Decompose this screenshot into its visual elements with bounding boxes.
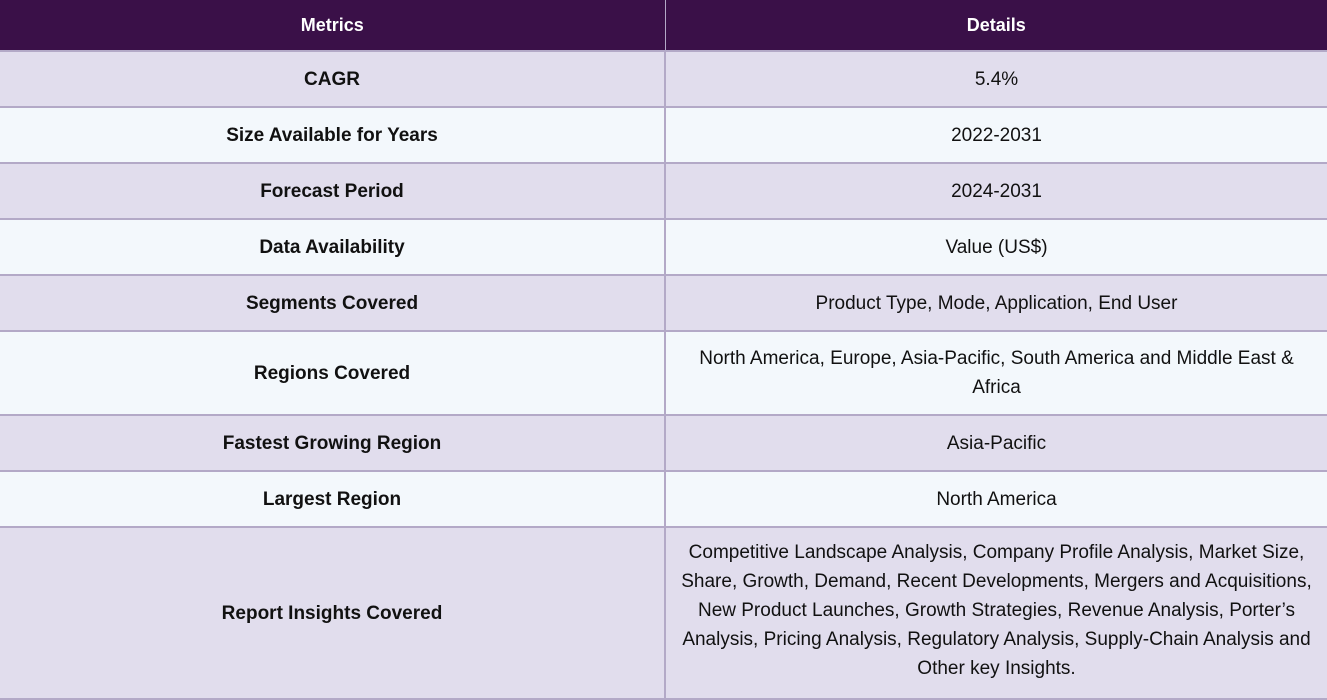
detail-cell: Product Type, Mode, Application, End Use… [665,275,1327,332]
header-metrics: Metrics [0,0,666,52]
metric-cell: Largest Region [0,471,666,528]
table-row: Data Availability Value (US$) [0,219,1327,276]
detail-cell: Value (US$) [665,219,1327,276]
table-row: Fastest Growing Region Asia-Pacific [0,415,1327,472]
metric-cell: Report Insights Covered [0,527,666,700]
table-row: Size Available for Years 2022-2031 [0,107,1327,164]
metric-cell: CAGR [0,51,666,108]
table-row: Largest Region North America [0,471,1327,528]
detail-cell: North America [665,471,1327,528]
table-header-row: Metrics Details [0,0,1327,52]
table-row: Report Insights Covered Competitive Land… [0,527,1327,700]
metric-cell: Data Availability [0,219,666,276]
table-row: Segments Covered Product Type, Mode, App… [0,275,1327,332]
metric-cell: Fastest Growing Region [0,415,666,472]
detail-cell: Asia-Pacific [665,415,1327,472]
detail-cell: Competitive Landscape Analysis, Company … [665,527,1327,700]
detail-cell: North America, Europe, Asia-Pacific, Sou… [665,331,1327,416]
metric-cell: Regions Covered [0,331,666,416]
metric-cell: Forecast Period [0,163,666,220]
detail-cell: 2024-2031 [665,163,1327,220]
table-row: Regions Covered North America, Europe, A… [0,331,1327,416]
header-details: Details [665,0,1327,52]
detail-cell: 5.4% [665,51,1327,108]
table-row: Forecast Period 2024-2031 [0,163,1327,220]
table-row: CAGR 5.4% [0,51,1327,108]
detail-cell: 2022-2031 [665,107,1327,164]
metric-cell: Segments Covered [0,275,666,332]
metric-cell: Size Available for Years [0,107,666,164]
